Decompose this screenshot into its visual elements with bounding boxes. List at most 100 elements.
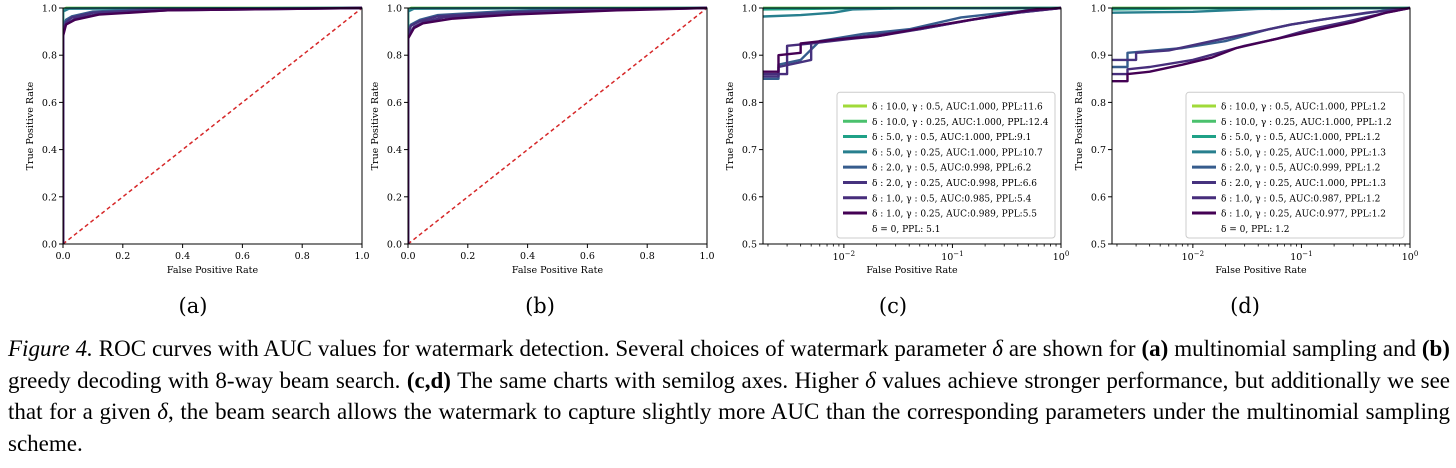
x-tick-label: 0.4 [520,251,535,262]
x-tick-label: 10−2 [1182,250,1204,263]
x-axis-label: False Positive Rate [1215,265,1307,276]
roc-panel: 0.0 0.2 0.4 0.6 0.8 1.0 0.0 0.2 0.4 0.6 0.8 1.0 Fals… [25,4,370,319]
legend-label: δ : 2.0, γ : 0.5, AUC:0.998, PPL:6.2 [872,164,1031,174]
y-axis-label: True Positive Rate [25,81,36,170]
legend-label: δ : 10.0, γ : 0.5, AUC:1.000, PPL:11.6 [872,102,1043,112]
y-tick-label: 0.5 [742,240,757,251]
caption-ref-a: (a) [1141,336,1169,361]
x-tick-label: 0.0 [400,251,415,262]
x-tick-label: 100 [1402,250,1419,263]
y-tick-label: 0.2 [387,192,402,203]
y-tick-label: 0.4 [387,145,402,156]
caption-delta-2: δ [865,367,876,393]
caption-text-2: are shown for [1002,336,1142,361]
caption-delta-1: δ [992,336,1003,361]
legend-box [836,91,1056,239]
y-tick-label: 0.0 [387,240,402,251]
subfigure-label: (a) [179,294,208,318]
x-tick-label: 0.8 [295,251,310,262]
caption-ref-b: (b) [1421,336,1450,361]
plot-frame [407,7,708,245]
subfigure-label: (d) [1230,294,1260,318]
y-tick-label: 0.9 [1091,51,1106,62]
caption-text-6: values achieve stronger performance, but… [8,367,1450,425]
roc-curve [763,6,1061,73]
y-tick-label: 0.6 [42,98,57,109]
figure-caption: Figure 4. ROC curves with AUC values for… [8,333,1450,459]
y-tick-label: 0.5 [1091,240,1106,251]
legend-label: δ : 5.0, γ : 0.5, AUC:1.000, PPL:1.2 [1221,133,1380,143]
roc-curve [408,6,707,244]
roc-curve [763,6,1061,76]
x-tick-label: 0.6 [580,251,595,262]
caption-text-1: ROC curves with AUC values for watermark… [92,336,993,361]
legend-label: δ : 1.0, γ : 0.5, AUC:0.985, PPL:5.4 [872,194,1032,204]
legend: δ : 10.0, γ : 0.5, AUC:1.000, PPL:1.2 δ :… [1185,91,1405,239]
x-tick-label: 100 [1053,250,1070,263]
x-tick-label: 10−1 [941,250,963,263]
legend-label: δ : 2.0, γ : 0.25, AUC:1.000, PPL:1.3 [1221,179,1386,189]
y-tick-label: 0.6 [742,192,757,203]
legend-label: δ : 2.0, γ : 0.25, AUC:0.998, PPL:6.6 [872,179,1037,189]
legend-box [1185,91,1405,239]
y-tick-label: 0.6 [1091,192,1106,203]
x-axis-label: False Positive Rate [866,265,958,276]
y-tick-label: 1.0 [742,4,757,15]
plot-frame [762,7,1062,245]
caption-prefix: Figure 4. [8,336,93,361]
legend-label: δ = 0, PPL: 1.2 [1221,225,1289,235]
roc-panel: 0.5 0.6 0.7 0.8 0.9 1.0 10−2 10−1 100 False Posit… [725,4,1069,319]
caption-ref-cd: (c,d) [406,367,451,393]
caption-text-7: , the beam search allows the watermark t… [8,399,1450,456]
x-tick-label: 1.0 [699,251,714,262]
x-tick-label: 0.4 [175,251,190,262]
legend-label: δ : 5.0, γ : 0.25, AUC:1.000, PPL:1.3 [1221,148,1386,158]
y-tick-label: 1.0 [1091,4,1106,15]
caption-text-5: The same charts with semilog axes. Highe… [450,367,866,393]
roc-curve [1112,6,1410,62]
legend-label: δ : 1.0, γ : 0.5, AUC:0.987, PPL:1.2 [1221,194,1380,204]
subfigure-label: (b) [525,294,555,318]
y-tick-label: 1.0 [42,4,57,15]
x-tick-label: 0.2 [115,251,130,262]
y-tick-label: 0.7 [742,145,757,156]
legend-label: δ : 10.0, γ : 0.25, AUC:1.000, PPL:1.2 [1221,118,1392,128]
legend-label: δ : 10.0, γ : 0.5, AUC:1.000, PPL:1.2 [1221,102,1386,112]
y-tick-label: 0.9 [742,51,757,62]
legend-label: δ : 5.0, γ : 0.25, AUC:1.000, PPL:10.7 [872,148,1043,158]
chance-diagonal [62,7,363,245]
roc-curve [1112,6,1410,83]
y-tick-label: 0.8 [42,51,57,62]
x-axis-label: False Positive Rate [167,265,259,276]
y-tick-label: 0.8 [1091,98,1106,109]
x-tick-label: 0.6 [235,251,250,262]
chance-diagonal [407,7,708,245]
caption-text-3: multinomial sampling and [1168,336,1422,361]
legend-label: δ : 1.0, γ : 0.25, AUC:0.989, PPL:5.5 [872,210,1037,220]
plot-frame [62,7,363,245]
caption-delta-3: δ [157,399,168,424]
roc-curve [63,6,362,244]
x-tick-label: 10−2 [833,250,855,263]
y-axis-label: True Positive Rate [370,81,381,170]
y-tick-label: 0.8 [742,98,757,109]
x-tick-label: 0.2 [460,251,475,262]
legend-label: δ : 2.0, γ : 0.5, AUC:0.999, PPL:1.2 [1221,164,1380,174]
x-tick-label: 10−1 [1290,250,1312,263]
legend-label: δ : 1.0, γ : 0.25, AUC:0.977, PPL:1.2 [1221,210,1386,220]
legend-label: δ = 0, PPL: 5.1 [872,225,940,235]
y-tick-label: 0.6 [387,98,402,109]
legend: δ : 10.0, γ : 0.5, AUC:1.000, PPL:11.6 δ … [836,91,1056,239]
subfigure-label: (c) [879,294,907,318]
roc-panel: 0.5 0.6 0.7 0.8 0.9 1.0 10−2 10−1 100 False Posit… [1074,4,1418,319]
x-tick-label: 0.8 [640,251,655,262]
x-tick-label: 1.0 [354,251,369,262]
y-tick-label: 0.4 [42,145,57,156]
plot-frame [1111,7,1411,245]
roc-figure: 0.0 0.2 0.4 0.6 0.8 1.0 0.0 0.2 0.4 0.6 0.8 1.0 Fals… [25,4,1418,319]
caption-text-4: greedy decoding with 8-way beam search. [8,367,407,393]
x-tick-label: 0.0 [55,251,70,262]
legend-label: δ : 10.0, γ : 0.25, AUC:1.000, PPL:12.4 [872,118,1049,128]
roc-curve [63,6,362,244]
y-axis-label: True Positive Rate [725,81,736,170]
